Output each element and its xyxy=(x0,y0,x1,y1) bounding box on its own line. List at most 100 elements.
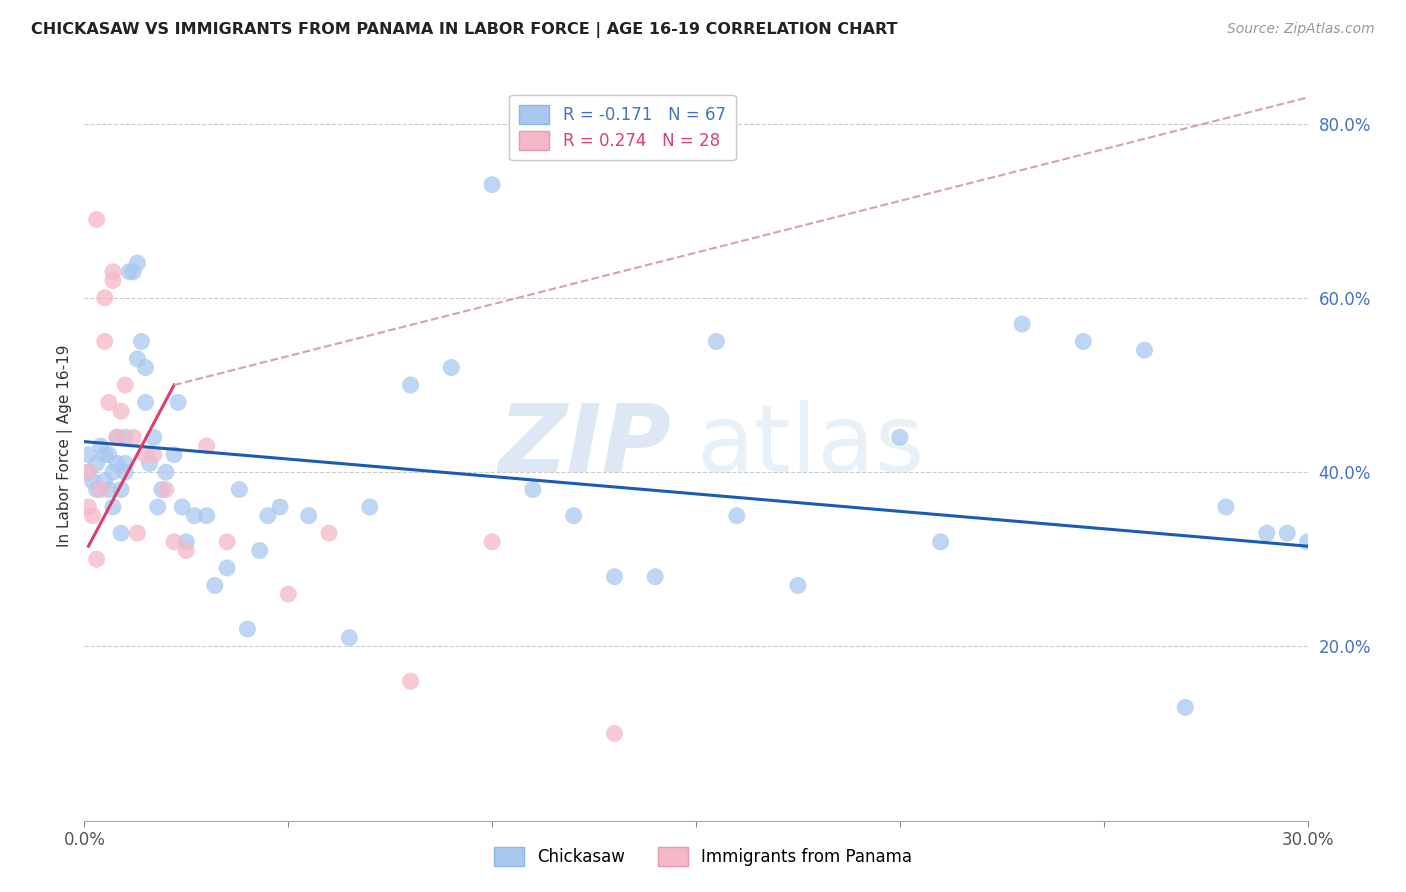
Point xyxy=(105,457,128,471)
Point xyxy=(105,430,128,444)
Point xyxy=(1215,500,1237,514)
Point xyxy=(90,483,112,497)
Point xyxy=(97,483,120,497)
Point xyxy=(131,334,153,349)
Point xyxy=(257,508,280,523)
Point xyxy=(114,430,136,444)
Point xyxy=(172,500,194,514)
Point xyxy=(725,508,748,523)
Point xyxy=(82,508,104,523)
Point xyxy=(150,483,173,497)
Point xyxy=(1011,317,1033,331)
Point xyxy=(603,726,626,740)
Point xyxy=(481,534,503,549)
Point xyxy=(146,500,169,514)
Point xyxy=(77,465,100,479)
Point xyxy=(929,534,952,549)
Point xyxy=(110,483,132,497)
Point xyxy=(481,178,503,192)
Point xyxy=(1277,526,1299,541)
Point xyxy=(183,508,205,523)
Point xyxy=(269,500,291,514)
Point xyxy=(142,430,165,444)
Text: atlas: atlas xyxy=(696,400,924,492)
Point xyxy=(93,334,115,349)
Point xyxy=(277,587,299,601)
Point xyxy=(122,430,145,444)
Point xyxy=(174,534,197,549)
Point xyxy=(114,457,136,471)
Point xyxy=(97,448,120,462)
Point xyxy=(101,465,124,479)
Point xyxy=(318,526,340,541)
Point xyxy=(86,212,108,227)
Point xyxy=(249,543,271,558)
Point xyxy=(236,622,259,636)
Point xyxy=(174,543,197,558)
Point xyxy=(114,465,136,479)
Point xyxy=(93,448,115,462)
Point xyxy=(889,430,911,444)
Point xyxy=(1073,334,1095,349)
Text: Source: ZipAtlas.com: Source: ZipAtlas.com xyxy=(1227,22,1375,37)
Point xyxy=(135,395,157,409)
Point xyxy=(93,474,115,488)
Point xyxy=(399,378,422,392)
Point xyxy=(298,508,321,523)
Point xyxy=(440,360,463,375)
Point xyxy=(101,265,124,279)
Point xyxy=(163,534,186,549)
Y-axis label: In Labor Force | Age 16-19: In Labor Force | Age 16-19 xyxy=(58,344,73,548)
Text: CHICKASAW VS IMMIGRANTS FROM PANAMA IN LABOR FORCE | AGE 16-19 CORRELATION CHART: CHICKASAW VS IMMIGRANTS FROM PANAMA IN L… xyxy=(31,22,897,38)
Point xyxy=(195,508,218,523)
Point xyxy=(135,448,157,462)
Point xyxy=(101,273,124,287)
Point xyxy=(1174,700,1197,714)
Point xyxy=(86,483,108,497)
Point xyxy=(644,570,666,584)
Point xyxy=(110,526,132,541)
Point xyxy=(77,500,100,514)
Point xyxy=(339,631,361,645)
Point xyxy=(118,265,141,279)
Legend: R = -0.171   N = 67, R = 0.274   N = 28: R = -0.171 N = 67, R = 0.274 N = 28 xyxy=(509,95,735,160)
Point xyxy=(706,334,728,349)
Point xyxy=(1133,343,1156,358)
Point xyxy=(127,351,149,366)
Point xyxy=(217,534,239,549)
Point xyxy=(204,578,226,592)
Point xyxy=(163,448,186,462)
Point xyxy=(522,483,544,497)
Point xyxy=(127,526,149,541)
Point xyxy=(82,474,104,488)
Text: ZIP: ZIP xyxy=(499,400,672,492)
Point xyxy=(228,483,250,497)
Point xyxy=(135,360,157,375)
Point xyxy=(86,457,108,471)
Point xyxy=(86,552,108,566)
Point xyxy=(90,439,112,453)
Point xyxy=(167,395,190,409)
Point xyxy=(114,378,136,392)
Point xyxy=(359,500,381,514)
Point xyxy=(97,395,120,409)
Point xyxy=(1296,534,1319,549)
Point xyxy=(105,430,128,444)
Point xyxy=(1256,526,1278,541)
Point xyxy=(603,570,626,584)
Point xyxy=(399,674,422,689)
Point xyxy=(77,448,100,462)
Point xyxy=(787,578,810,592)
Point xyxy=(155,465,177,479)
Point xyxy=(93,291,115,305)
Point xyxy=(138,457,160,471)
Point xyxy=(127,256,149,270)
Legend: Chickasaw, Immigrants from Panama: Chickasaw, Immigrants from Panama xyxy=(485,838,921,875)
Point xyxy=(562,508,585,523)
Point xyxy=(142,448,165,462)
Point xyxy=(155,483,177,497)
Point xyxy=(101,500,124,514)
Point xyxy=(77,465,100,479)
Point xyxy=(217,561,239,575)
Point xyxy=(110,404,132,418)
